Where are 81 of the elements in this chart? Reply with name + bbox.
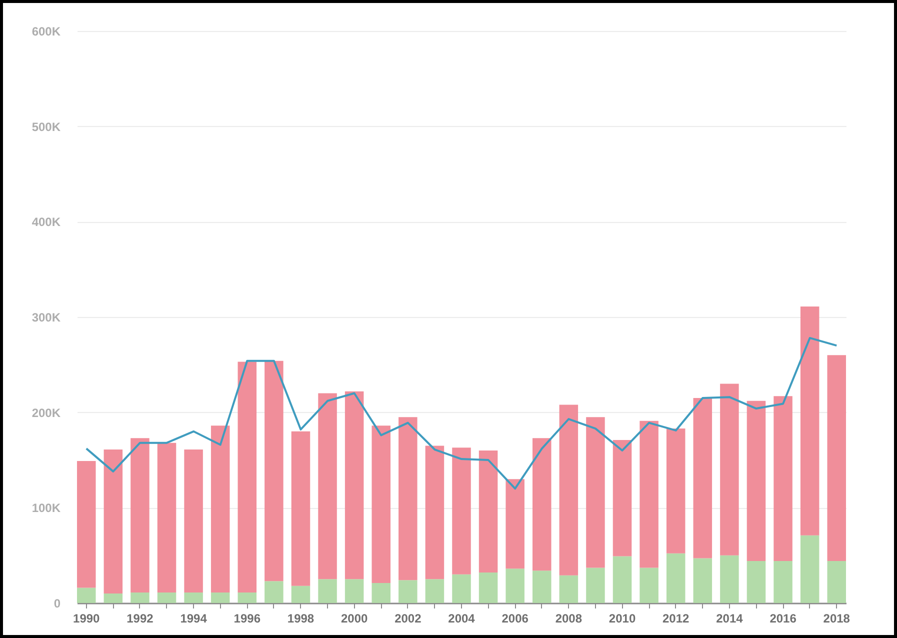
bar	[157, 592, 176, 603]
bar	[104, 450, 123, 594]
bar	[612, 556, 632, 603]
bar	[344, 579, 364, 603]
bar	[586, 417, 605, 568]
bar	[318, 579, 337, 603]
bar	[372, 426, 390, 583]
bar	[559, 575, 578, 603]
y-tick-label: 200K	[32, 406, 61, 420]
x-tick-label: 1992	[126, 612, 154, 626]
bar	[586, 568, 605, 603]
bar	[800, 306, 820, 536]
bar	[478, 450, 498, 572]
x-tick-label: 1990	[73, 612, 100, 626]
bar	[398, 580, 418, 603]
bar	[130, 592, 150, 603]
bar	[425, 446, 444, 580]
bar	[210, 592, 230, 603]
bar	[452, 574, 471, 603]
y-tick-label: 300K	[32, 310, 61, 324]
y-tick-label: 400K	[32, 215, 61, 230]
bar	[666, 428, 686, 554]
bar	[291, 431, 310, 586]
x-tick-label: 1998	[287, 612, 314, 626]
bar	[425, 579, 444, 603]
bar	[612, 440, 632, 556]
bar	[774, 561, 792, 603]
bar	[184, 592, 203, 603]
bar	[104, 593, 123, 603]
y-tick-label: 500K	[32, 120, 61, 134]
bar	[398, 417, 418, 580]
bar	[827, 355, 846, 562]
x-tick-label: 2002	[394, 612, 422, 626]
bar	[77, 588, 96, 603]
bar	[559, 404, 578, 576]
bar	[184, 450, 203, 593]
bar	[532, 438, 552, 571]
bar	[77, 460, 96, 588]
bar	[800, 535, 820, 603]
bar	[130, 438, 150, 593]
x-tick-label: 1994	[180, 612, 208, 626]
y-tick-label: 100K	[32, 501, 61, 516]
bar	[478, 572, 498, 603]
bar	[693, 398, 712, 558]
bar	[720, 555, 739, 603]
bar	[506, 479, 524, 569]
bar	[506, 568, 524, 603]
line-series	[85, 336, 838, 490]
bar	[238, 362, 257, 593]
bar	[452, 448, 471, 574]
x-tick-label: 2014	[716, 612, 744, 626]
y-tick-label: 0	[54, 596, 61, 610]
bar	[372, 582, 390, 603]
bar	[344, 391, 364, 580]
bar	[640, 420, 658, 568]
bar	[693, 558, 712, 603]
y-tick-label: 600K	[32, 24, 61, 38]
bar	[720, 384, 739, 556]
bar	[532, 570, 552, 603]
bar	[666, 553, 686, 603]
x-tick-label: 2012	[662, 612, 690, 626]
x-tick-label: 2010	[608, 612, 636, 626]
bar	[264, 581, 284, 603]
bar	[640, 568, 658, 603]
x-tick-label: 2000	[340, 612, 368, 626]
bar	[746, 561, 766, 603]
x-tick-label: 2004	[448, 612, 476, 626]
bar	[291, 586, 310, 603]
bar	[264, 360, 284, 582]
bar	[827, 561, 846, 603]
bar	[238, 592, 257, 603]
bar	[746, 400, 766, 562]
bar	[210, 426, 230, 593]
x-tick-label: 1996	[234, 612, 261, 626]
bar	[318, 393, 337, 580]
x-tick-label: 2016	[770, 612, 797, 626]
x-tick-label: 2006	[502, 612, 529, 626]
x-tick-label: 2008	[555, 612, 582, 626]
bar	[157, 442, 176, 593]
x-tick-label: 2018	[823, 612, 850, 626]
bar	[774, 396, 792, 562]
